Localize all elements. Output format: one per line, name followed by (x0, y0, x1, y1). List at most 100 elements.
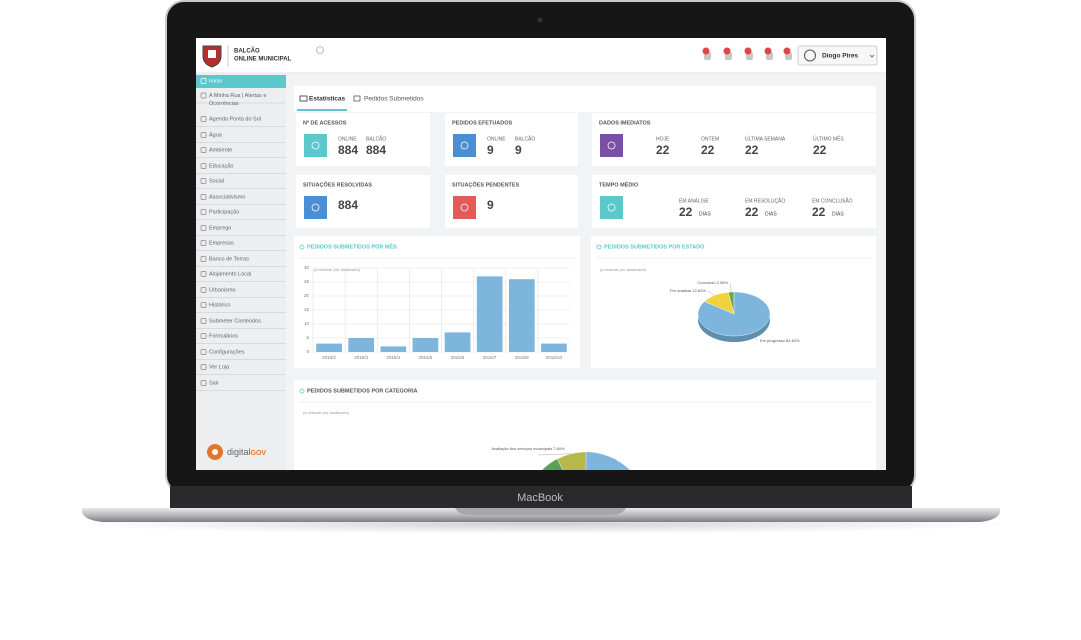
x-tick-label: 2015/4 (386, 355, 400, 360)
sidebar-item[interactable]: Educação (209, 163, 233, 169)
card-icon (600, 134, 623, 157)
sidebar (196, 73, 286, 470)
panel-icon (596, 244, 602, 250)
notification-badge (723, 47, 731, 55)
card-title: SITUAÇÕES RESOLVIDAS (303, 181, 372, 188)
sidebar-icon (200, 271, 207, 277)
pie-label: Em progresso 84.62% (760, 338, 800, 343)
sidebar-item[interactable]: Ocorrências (209, 101, 239, 107)
user-box[interactable] (797, 45, 878, 66)
sidebar-item[interactable]: Empresas (209, 240, 234, 246)
sidebar-item[interactable]: Associativismo (209, 194, 245, 200)
sidebar-icon (200, 349, 207, 355)
user-name: Diogo Pires (822, 53, 859, 60)
tab[interactable]: Pedidos Submetidos (364, 96, 424, 103)
card-title: TEMPO MÉDIO (599, 180, 639, 188)
y-tick-label: 10 (304, 321, 310, 326)
stat-value: 884 (338, 198, 358, 212)
pie-leader (750, 333, 759, 342)
bar (476, 276, 503, 352)
sidebar-item[interactable]: Social (209, 178, 224, 184)
stat-label: EM RESOLUÇÃO (745, 197, 785, 204)
bar (508, 279, 535, 352)
sidebar-item[interactable]: Formulários (209, 333, 238, 339)
sidebar-item[interactable]: Início (209, 78, 222, 84)
pie-slice (556, 451, 587, 470)
sidebar-item[interactable]: A Minha Rua | Alertas e (209, 93, 266, 99)
panel-icon (299, 388, 305, 394)
sidebar-item[interactable]: Alojamento Local (209, 271, 251, 277)
x-tick-label: 2015/7 (483, 355, 497, 360)
stat-label: ÚLTIMA SEMANA (745, 135, 786, 142)
x-tick-label: 2015/9 (515, 355, 529, 360)
brand-line1: BALCÃO (234, 48, 260, 55)
footer-logo-inner (212, 449, 218, 455)
bar (348, 338, 375, 352)
sidebar-item[interactable]: Ambiente (209, 147, 232, 153)
panel-subtitle: (a ordenar por atualizado) (303, 410, 350, 415)
sidebar-item[interactable]: Histórico (209, 302, 230, 308)
sidebar-icon (200, 256, 207, 262)
card-icon-glyph (607, 141, 616, 150)
sidebar-icon (200, 178, 207, 184)
sidebar-icon (200, 380, 207, 386)
sidebar-icon (200, 240, 207, 246)
sidebar-item[interactable]: Sair (209, 380, 219, 386)
pie-label: Concluído 2.56% (698, 280, 729, 285)
stat-value: 22 (745, 143, 759, 157)
sidebar-item[interactable]: Agenda Ponta do Sol (209, 116, 261, 122)
pie-slice (697, 291, 771, 337)
panel-title: PEDIDOS SUBMETIDOS POR MÊS (307, 242, 397, 250)
x-tick-label: 2015/10 (546, 355, 563, 360)
tab[interactable]: Estatísticas (309, 96, 346, 103)
sidebar-item[interactable]: Configurações (209, 349, 245, 355)
card-icon (600, 196, 623, 219)
stat-label: EM ANÁLISE (679, 197, 709, 204)
stat-value: 884 (366, 143, 386, 157)
card-title: Nº DE ACESSOS (303, 120, 347, 126)
panel-title: PEDIDOS SUBMETIDOS POR CATEGORIA (307, 388, 418, 394)
card-icon-glyph (460, 141, 469, 150)
y-tick-label: 25 (304, 279, 310, 284)
sidebar-item[interactable]: Emprego (209, 225, 231, 231)
sidebar-item[interactable]: Água (209, 131, 223, 138)
card-title: PEDIDOS EFETUADOS (452, 120, 513, 126)
x-tick-label: 2015/5 (419, 355, 433, 360)
pie-label: Por analisar 12.82% (670, 288, 706, 293)
stat-unit: DIAS (765, 211, 777, 217)
bar (541, 343, 567, 352)
stat-label: ONLINE (338, 136, 357, 142)
sidebar-icon (200, 194, 207, 200)
panel-icon (299, 244, 305, 250)
footer-brand-light: digital (227, 447, 251, 457)
stat-label: BALCÃO (515, 135, 535, 142)
menu-toggle[interactable] (316, 46, 324, 54)
sidebar-icon (200, 333, 207, 339)
brand: MacBook (517, 492, 563, 504)
sidebar-active (196, 75, 286, 88)
sidebar-icon (200, 116, 207, 122)
card-title: SITUAÇÕES PENDENTES (452, 181, 520, 188)
notification-badge (744, 47, 752, 55)
pie-other-slice (542, 459, 563, 470)
top-bar (196, 38, 886, 73)
sidebar-item[interactable]: Urbanismo (209, 287, 236, 293)
tab-icon (299, 95, 308, 102)
pie-label: Avaliação dos serviços municipais 7.69% (491, 446, 565, 451)
sidebar-item[interactable]: Participação (209, 209, 239, 215)
sidebar-item[interactable]: Ver Loja (209, 364, 230, 370)
pie-leader (729, 282, 732, 293)
notification-badge (764, 47, 772, 55)
panel-subtitle: (a ordenar por atualizado) (600, 267, 647, 272)
x-tick-label: 2015/6 (451, 355, 465, 360)
panel-title: PEDIDOS SUBMETIDOS POR ESTADO (604, 244, 705, 250)
sidebar-item[interactable]: Banco de Terras (209, 256, 249, 262)
stat-label: ÚLTIMO MÊS (813, 134, 844, 142)
card-icon (304, 134, 327, 157)
sidebar-item[interactable]: Submeter Conteúdos (209, 318, 261, 324)
stat-value: 22 (812, 205, 826, 219)
bar (316, 343, 342, 352)
footer-brand: digitalGOV (227, 447, 266, 457)
